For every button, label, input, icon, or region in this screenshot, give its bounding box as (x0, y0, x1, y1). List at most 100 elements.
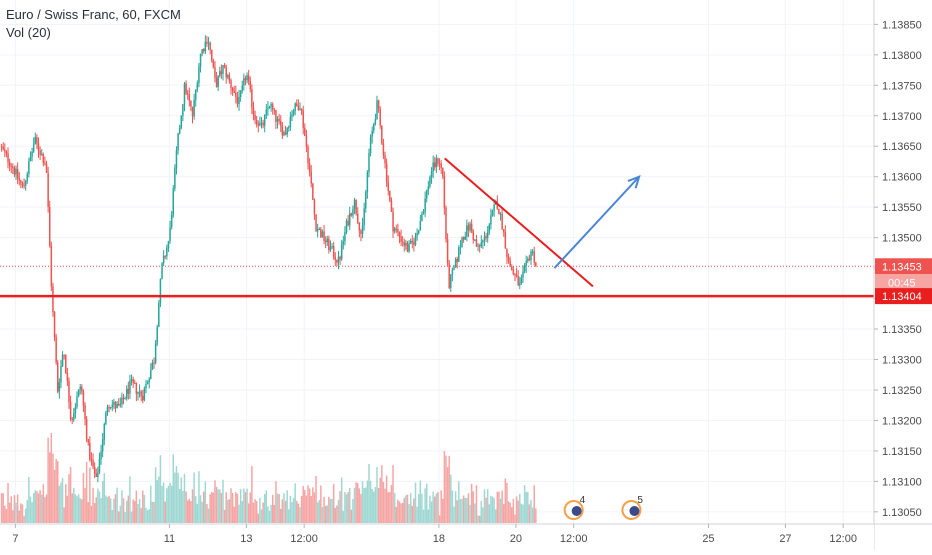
candle-body[interactable] (366, 172, 369, 192)
candle-body[interactable] (198, 66, 200, 84)
candle-body[interactable] (47, 172, 49, 207)
candle-body[interactable] (119, 404, 122, 406)
candle-body[interactable] (129, 380, 131, 394)
candle-body[interactable] (458, 247, 460, 262)
candle-body[interactable] (312, 183, 314, 200)
candle-body[interactable] (316, 229, 319, 232)
candle-body[interactable] (385, 163, 388, 183)
candle-body[interactable] (68, 380, 70, 403)
candle-body[interactable] (260, 122, 263, 124)
candle-body[interactable] (39, 150, 41, 156)
candle-body[interactable] (230, 80, 232, 88)
candle-body[interactable] (281, 125, 284, 136)
candle-body[interactable] (125, 388, 128, 399)
candle-body[interactable] (520, 277, 523, 284)
candle-body[interactable] (12, 166, 14, 169)
candle-body[interactable] (466, 225, 468, 237)
candle-body[interactable] (202, 49, 205, 52)
candle-body[interactable] (158, 303, 160, 327)
candle-body[interactable] (299, 108, 301, 111)
candle-body[interactable] (326, 238, 329, 243)
candle-body[interactable] (337, 256, 340, 263)
candle-body[interactable] (517, 275, 519, 286)
candle-body[interactable] (409, 241, 412, 244)
candle-body[interactable] (21, 183, 24, 186)
candle-body[interactable] (454, 258, 457, 268)
candle-body[interactable] (199, 53, 202, 67)
candle-body[interactable] (405, 243, 407, 246)
volume-indicator-label[interactable]: Vol (20) (6, 25, 51, 40)
candle-body[interactable] (236, 96, 239, 105)
candle-body[interactable] (442, 167, 444, 177)
candle-body[interactable] (81, 386, 83, 392)
candle-body[interactable] (289, 116, 292, 128)
candle-body[interactable] (5, 151, 8, 154)
candle-body[interactable] (196, 83, 199, 90)
candle-body[interactable] (34, 137, 37, 145)
candle-body[interactable] (146, 382, 149, 384)
candle-body[interactable] (323, 231, 325, 241)
candle-body[interactable] (31, 151, 33, 157)
candle-body[interactable] (69, 402, 72, 419)
candle-body[interactable] (331, 246, 333, 248)
candle-body[interactable] (188, 94, 191, 101)
candle-body[interactable] (20, 180, 22, 184)
candle-body[interactable] (320, 229, 322, 238)
candle-body[interactable] (368, 153, 370, 173)
candle-body[interactable] (267, 108, 269, 110)
candle-body[interactable] (113, 401, 115, 405)
candle-body[interactable] (313, 199, 316, 215)
candle-body[interactable] (429, 176, 431, 187)
candle-body[interactable] (305, 135, 308, 147)
candle-body[interactable] (271, 104, 274, 110)
candle-body[interactable] (414, 235, 417, 245)
candle-body[interactable] (445, 207, 447, 240)
candle-body[interactable] (63, 354, 65, 356)
candle-body[interactable] (58, 382, 61, 392)
candle-body[interactable] (48, 206, 51, 246)
candle-body[interactable] (422, 211, 425, 215)
candle-body[interactable] (217, 76, 219, 87)
candle-body[interactable] (470, 223, 473, 232)
candle-body[interactable] (44, 162, 46, 164)
candle-body[interactable] (278, 119, 280, 121)
candle-body[interactable] (531, 251, 534, 253)
candle-body[interactable] (339, 256, 341, 260)
candle-body[interactable] (413, 241, 415, 245)
candle-body[interactable] (111, 404, 114, 408)
candle-body[interactable] (233, 90, 235, 93)
candle-body[interactable] (262, 122, 264, 126)
candle-body[interactable] (421, 214, 423, 222)
candle-body[interactable] (419, 221, 422, 231)
candle-body[interactable] (369, 136, 372, 154)
candle-body[interactable] (57, 362, 59, 392)
candle-body[interactable] (143, 388, 146, 401)
candle-body[interactable] (124, 398, 126, 400)
candle-body[interactable] (286, 128, 288, 135)
candle-body[interactable] (254, 114, 256, 120)
candle-body[interactable] (499, 213, 502, 215)
candle-body[interactable] (437, 158, 439, 164)
candle-body[interactable] (530, 251, 532, 261)
candle-body[interactable] (177, 133, 179, 151)
candle-body[interactable] (446, 239, 449, 264)
candle-body[interactable] (350, 213, 353, 216)
candle-body[interactable] (379, 108, 381, 126)
candle-body[interactable] (142, 396, 144, 401)
candle-body[interactable] (371, 130, 373, 137)
candle-body[interactable] (315, 214, 317, 232)
candle-body[interactable] (528, 258, 531, 261)
candle-body[interactable] (246, 75, 248, 81)
candle-body[interactable] (523, 265, 526, 272)
candle-body[interactable] (151, 362, 154, 370)
candle-body[interactable] (475, 239, 478, 247)
candle-body[interactable] (138, 391, 141, 393)
candle-body[interactable] (361, 224, 364, 234)
candle-body[interactable] (169, 227, 171, 242)
candle-body[interactable] (212, 60, 215, 68)
candle-body[interactable] (334, 257, 337, 260)
candle-body[interactable] (190, 100, 192, 107)
candle-body[interactable] (501, 213, 503, 230)
candle-body[interactable] (18, 178, 21, 181)
candle-body[interactable] (82, 391, 85, 406)
